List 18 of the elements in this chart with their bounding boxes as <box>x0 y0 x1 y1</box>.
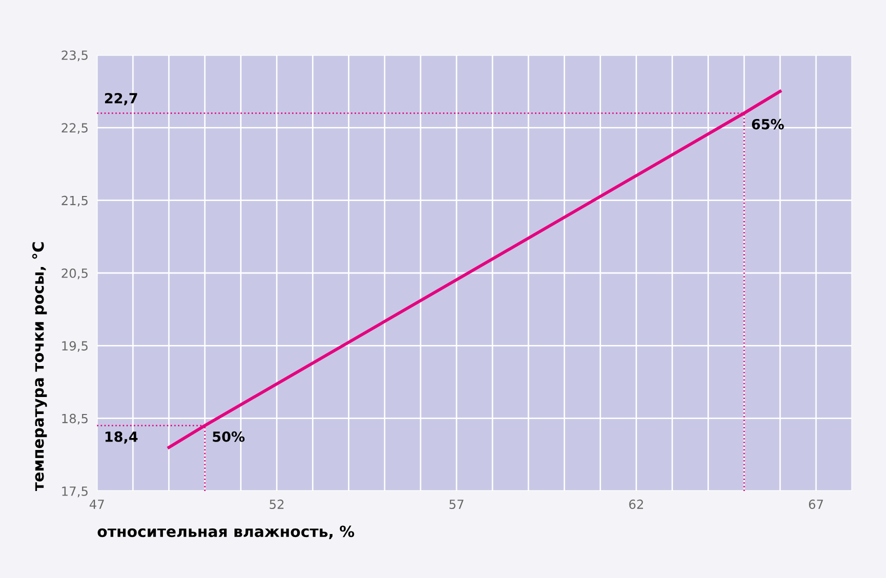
x-tick-label: 52 <box>270 500 284 510</box>
x-tick-label: 62 <box>629 500 643 510</box>
ref-line-label: 18,4 <box>106 431 138 444</box>
annotation: 65% <box>752 118 784 130</box>
annotation: 50% <box>212 431 245 442</box>
y-tick-label: 19,5 <box>62 341 88 352</box>
y-tick-label: 20,5 <box>62 268 88 280</box>
y-axis-title: температура точки росы, °C <box>32 242 47 491</box>
x-axis-title: относительная влажность, % <box>98 526 354 540</box>
y-tick-label: 23,5 <box>62 50 88 62</box>
ref-line-label: 22,7 <box>105 92 138 106</box>
y-tick-label: 18,5 <box>62 414 88 425</box>
x-tick-label: 67 <box>808 500 823 510</box>
x-tick-label: 47 <box>90 500 104 509</box>
x-tick-label: 57 <box>450 500 464 510</box>
y-tick-label: 21,5 <box>62 196 88 207</box>
y-tick-label: 22,5 <box>62 123 88 134</box>
y-tick-label: 17,5 <box>62 486 88 498</box>
